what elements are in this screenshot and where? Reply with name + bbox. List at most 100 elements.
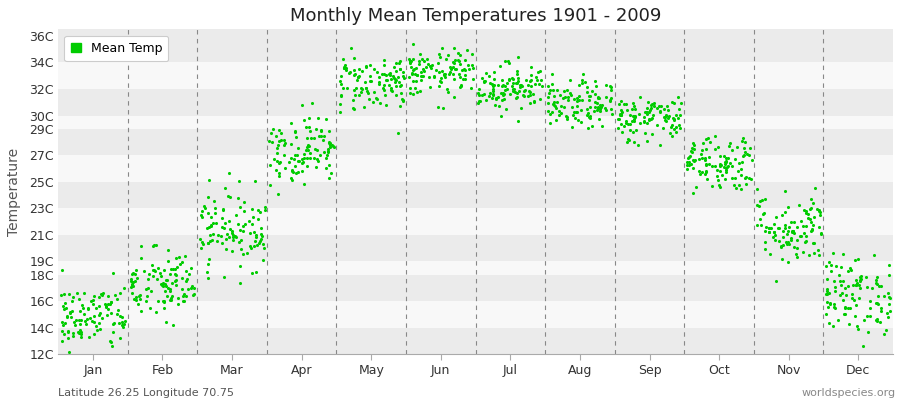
- Point: [58, 305, 73, 311]
- Point: [56, 303, 70, 310]
- Point: [454, 82, 468, 89]
- Point: [491, 94, 505, 100]
- Point: [382, 70, 397, 76]
- Point: [74, 317, 88, 323]
- Point: [669, 112, 683, 119]
- Point: [158, 299, 172, 305]
- Point: [646, 111, 661, 118]
- Point: [717, 176, 732, 182]
- Point: [518, 77, 533, 83]
- Point: [232, 263, 247, 270]
- Point: [346, 72, 361, 78]
- Point: [811, 208, 825, 214]
- Point: [370, 96, 384, 103]
- Point: [698, 168, 713, 175]
- Point: [415, 56, 429, 62]
- Point: [472, 91, 486, 98]
- Point: [778, 224, 792, 231]
- Point: [477, 79, 491, 85]
- Point: [768, 232, 782, 238]
- Point: [343, 69, 357, 76]
- Point: [292, 145, 306, 152]
- Point: [284, 168, 299, 174]
- Point: [646, 100, 661, 106]
- Point: [503, 91, 517, 97]
- Point: [835, 278, 850, 284]
- Point: [218, 184, 232, 191]
- Point: [297, 117, 311, 123]
- Point: [868, 277, 883, 283]
- Point: [364, 78, 378, 84]
- Point: [642, 117, 656, 124]
- Point: [161, 247, 176, 254]
- Point: [357, 78, 372, 85]
- Point: [201, 194, 215, 200]
- Point: [364, 78, 378, 84]
- Point: [552, 112, 566, 118]
- Point: [338, 65, 352, 71]
- Point: [620, 107, 634, 114]
- Point: [462, 66, 476, 72]
- Point: [721, 155, 735, 161]
- Point: [321, 146, 336, 152]
- Point: [393, 82, 408, 89]
- Point: [246, 214, 260, 220]
- Point: [878, 331, 892, 337]
- Point: [123, 284, 138, 290]
- Point: [112, 320, 126, 327]
- Point: [263, 181, 277, 188]
- Point: [217, 274, 231, 280]
- Point: [808, 184, 823, 191]
- Point: [211, 232, 225, 238]
- Point: [688, 157, 702, 163]
- Point: [486, 82, 500, 89]
- Point: [499, 82, 513, 89]
- Point: [254, 231, 268, 238]
- Point: [617, 100, 632, 107]
- Point: [295, 159, 310, 165]
- Point: [301, 142, 315, 148]
- Point: [58, 320, 72, 326]
- Point: [130, 275, 145, 281]
- Point: [466, 65, 481, 71]
- Point: [778, 188, 792, 195]
- Point: [386, 75, 400, 81]
- Point: [112, 290, 127, 296]
- Point: [508, 88, 522, 95]
- Point: [562, 90, 577, 96]
- Point: [718, 158, 733, 165]
- Point: [270, 150, 284, 156]
- Point: [368, 95, 382, 101]
- Point: [147, 267, 161, 273]
- Point: [569, 109, 583, 115]
- Point: [150, 276, 165, 282]
- Point: [229, 212, 243, 218]
- Point: [721, 163, 735, 170]
- Point: [334, 73, 348, 80]
- Point: [581, 93, 596, 100]
- Point: [657, 117, 671, 123]
- Point: [863, 298, 878, 304]
- Point: [309, 126, 323, 132]
- Point: [377, 62, 392, 68]
- Point: [489, 96, 503, 102]
- Point: [217, 224, 231, 231]
- Point: [323, 140, 338, 146]
- Point: [726, 182, 741, 188]
- Point: [87, 313, 102, 319]
- Point: [735, 152, 750, 159]
- Point: [572, 97, 587, 104]
- Point: [354, 89, 368, 95]
- Point: [487, 76, 501, 82]
- Point: [158, 288, 173, 294]
- Point: [210, 238, 224, 244]
- Point: [696, 140, 710, 146]
- Point: [88, 305, 103, 311]
- Point: [645, 101, 660, 107]
- Point: [334, 92, 348, 98]
- Point: [319, 116, 333, 123]
- Point: [161, 284, 176, 291]
- Point: [516, 92, 530, 98]
- Point: [552, 108, 566, 115]
- Point: [711, 177, 725, 183]
